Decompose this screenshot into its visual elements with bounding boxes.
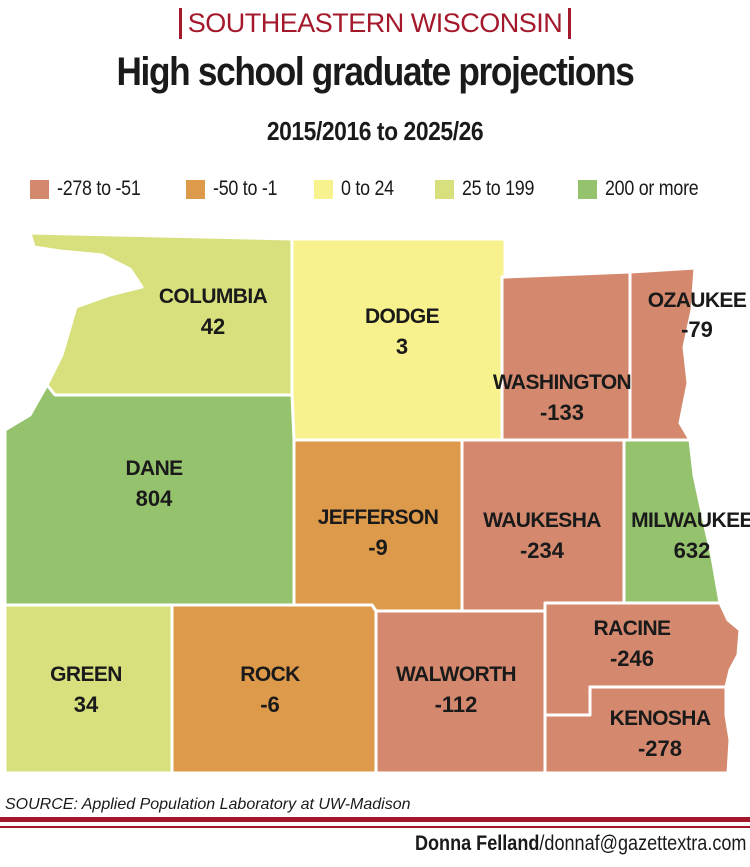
credit-name: Donna Felland [414, 832, 539, 855]
county-value: -6 [260, 692, 280, 717]
county-label: GREEN [50, 663, 122, 686]
county-label: KENOSHA [610, 707, 711, 730]
county-value: 632 [674, 538, 711, 563]
legend-label: -50 to -1 [213, 177, 278, 200]
county-value: -234 [520, 538, 565, 563]
county-label: DANE [125, 457, 183, 480]
legend-label: 200 or more [605, 177, 699, 200]
legend-item: -50 to -1 [186, 174, 289, 204]
credit-line: Donna Felland/donnaf@gazettextra.com [414, 832, 746, 856]
legend-swatch [30, 179, 49, 199]
county-value: 42 [201, 314, 225, 339]
county-kenosha [543, 685, 732, 775]
county-value: -278 [638, 736, 682, 761]
footer-rule-thin [0, 826, 750, 828]
legend-swatch [186, 179, 205, 199]
legend-item: 0 to 24 [314, 174, 403, 204]
legend-label: 25 to 199 [462, 177, 535, 200]
county-value: 34 [74, 692, 99, 717]
county-label: ROCK [240, 663, 300, 686]
county-rock [170, 603, 378, 775]
county-value: -246 [610, 646, 654, 671]
county-value: 3 [396, 334, 408, 359]
footer-rule [0, 817, 750, 822]
credit-email: /donnaf@gazettextra.com [538, 832, 746, 855]
county-label: OZAUKEE [648, 289, 747, 312]
legend: -278 to -51 -50 to -1 0 to 24 25 to 199 … [30, 174, 730, 204]
county-label: WAUKESHA [483, 509, 601, 532]
county-label: COLUMBIA [159, 285, 268, 308]
county-label: JEFFERSON [318, 506, 439, 529]
legend-label: -278 to -51 [57, 177, 141, 200]
county-value: -112 [435, 692, 478, 717]
section-kicker: SOUTHEASTERN WISCONSIN [178, 8, 572, 39]
county-value: -133 [540, 400, 584, 425]
legend-swatch [435, 179, 454, 199]
county-green [3, 603, 174, 775]
legend-item: 200 or more [578, 174, 715, 204]
county-value: -79 [681, 317, 713, 342]
county-label: RACINE [594, 617, 671, 640]
page-title: High school graduate projections [116, 50, 634, 94]
source-note: SOURCE: Applied Population Laboratory at… [5, 796, 411, 813]
legend-label: 0 to 24 [341, 177, 394, 200]
legend-item: 25 to 199 [435, 174, 547, 204]
county-value: -9 [368, 535, 388, 560]
legend-swatch [578, 179, 597, 199]
county-value: 804 [136, 486, 173, 511]
page-subtitle: 2015/2016 to 2025/26 [266, 116, 484, 146]
county-label: MILWAUKEE [631, 509, 750, 532]
county-label: WASHINGTON [493, 371, 631, 394]
legend-item: -278 to -51 [30, 174, 155, 204]
county-label: WALWORTH [396, 663, 516, 686]
legend-swatch [314, 179, 333, 199]
county-label: DODGE [365, 305, 440, 328]
county-columbia [28, 231, 294, 397]
county-map: COLUMBIA 42 DODGE 3 WASHINGTON -133 OZAU… [3, 231, 750, 775]
